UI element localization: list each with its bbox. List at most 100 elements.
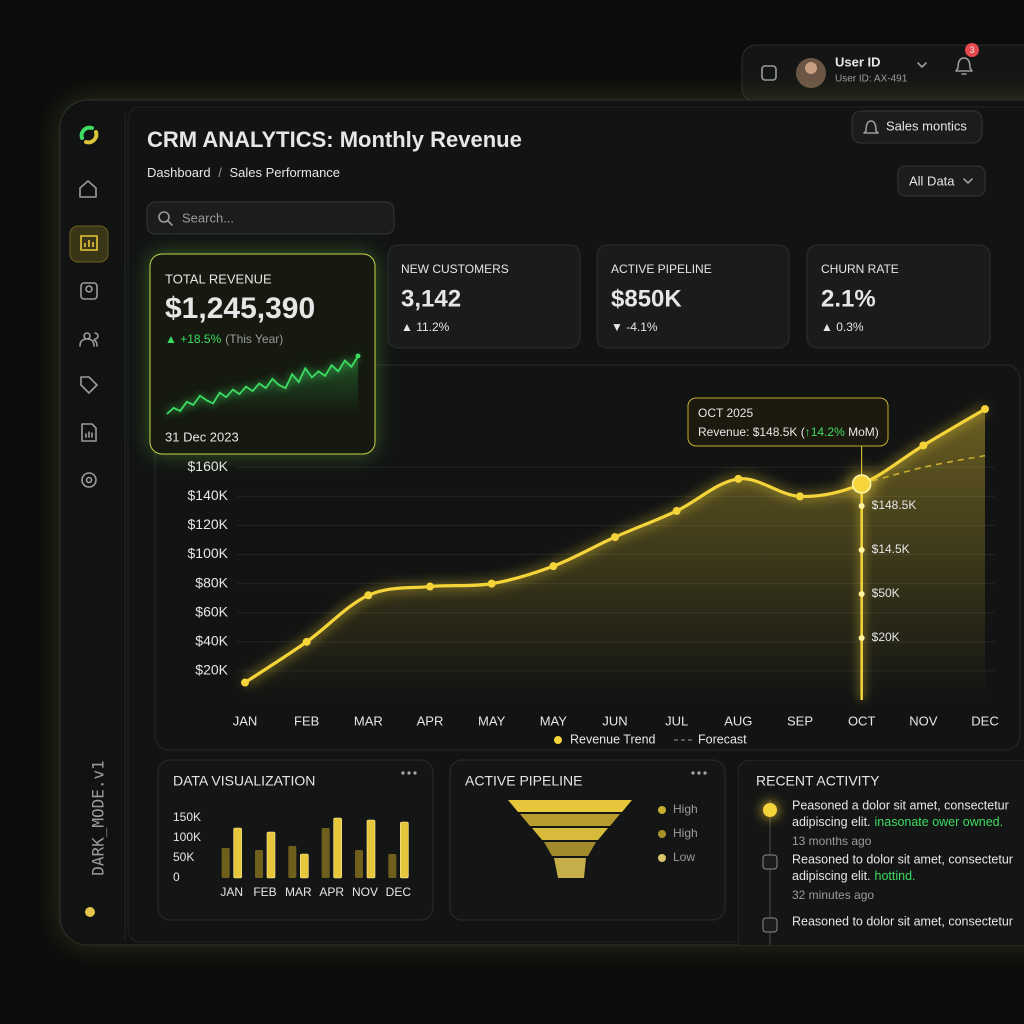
- activity-highlight[interactable]: inasonate ower owned.: [875, 815, 1004, 829]
- kpi-change: ▲ 11.2%: [401, 320, 450, 334]
- x-tick-label: JUL: [665, 713, 688, 728]
- menu-dot: [407, 771, 411, 775]
- tooltip-change: ↑14.2%: [805, 425, 845, 439]
- y-tick-label: $160K: [188, 458, 229, 474]
- x-tick-label: JAN: [220, 885, 243, 899]
- kpi-note: (This Year): [225, 332, 283, 346]
- bar: [255, 850, 263, 878]
- nav-users[interactable]: [79, 332, 99, 347]
- activity-highlight[interactable]: hottind.: [875, 869, 916, 883]
- panel-title: ACTIVE PIPELINE: [465, 773, 582, 789]
- theme-toggle[interactable]: [85, 907, 95, 917]
- revenue-chart: $20K $40K $60K $80K $100K $120K $140K $160K JAN F…: [188, 405, 999, 746]
- y-tick-label: $40K: [195, 633, 228, 649]
- legend-label: High: [673, 802, 698, 816]
- breadcrumb-item[interactable]: Dashboard: [147, 165, 211, 180]
- timeline-icon: [762, 854, 778, 870]
- x-tick-label: JAN: [233, 713, 258, 728]
- panel-menu[interactable]: [401, 771, 417, 775]
- notification-count: 3: [969, 45, 974, 55]
- activity-text: adipiscing elit. hottind.: [792, 869, 916, 883]
- annotation-label: $50K: [872, 586, 900, 600]
- kpi-date: 31 Dec 2023: [165, 429, 239, 444]
- kpi-value: 3,142: [401, 285, 461, 312]
- filter-label: All Data: [909, 173, 955, 188]
- annotation-dot: [858, 635, 865, 641]
- legend-label: Revenue Trend: [570, 732, 656, 746]
- x-tick-label: MAY: [478, 713, 506, 728]
- activity-time: 32 minutes ago: [792, 888, 874, 902]
- bar: [300, 853, 309, 879]
- legend-dot: [658, 830, 666, 838]
- kpi-value: $1,245,390: [165, 292, 315, 325]
- bar: [321, 828, 330, 878]
- x-tick-label: JUN: [602, 713, 627, 728]
- tooltip-suffix: MoM): [845, 425, 879, 439]
- highlight-point: [851, 474, 872, 494]
- nav-contacts[interactable]: [80, 282, 98, 300]
- breadcrumb-item: Sales Performance: [229, 165, 340, 180]
- kpi-value: $850K: [611, 285, 682, 312]
- annotation-label: $20K: [872, 630, 900, 644]
- bar: [366, 819, 376, 879]
- x-tick-label: OCT: [848, 713, 876, 728]
- tooltip-box: [687, 397, 889, 447]
- sparkline-line: [166, 355, 359, 415]
- data-point: [796, 492, 804, 501]
- data-point: [672, 506, 681, 515]
- kpi-card-box[interactable]: [387, 244, 581, 349]
- data-point: [549, 562, 558, 571]
- x-tick-label: NOV: [352, 885, 378, 899]
- data-point: [487, 579, 496, 588]
- y-tick-label: $60K: [195, 603, 228, 619]
- nav-contacts-head: [85, 285, 93, 293]
- y-tick-label: 0: [173, 870, 180, 884]
- kpi-card-box[interactable]: [596, 244, 790, 349]
- filter-dropdown[interactable]: [897, 165, 986, 197]
- annotation-dot: [858, 591, 865, 597]
- data-point: [611, 533, 619, 542]
- top-bar: User ID User ID: AX-491 3: [741, 43, 1024, 103]
- forecast-line: [861, 454, 986, 485]
- timeline-icon: [762, 917, 778, 933]
- nav-settings[interactable]: [81, 472, 97, 488]
- nav-analytics[interactable]: [80, 235, 98, 251]
- tooltip-text: Revenue: $148.5K (↑14.2% MoM): [698, 425, 879, 439]
- chart-tooltip: OCT 2025 Revenue: $148.5K (↑14.2% MoM): [687, 397, 889, 447]
- data-point: [426, 582, 434, 591]
- kpi-change: ▲ +18.5%: [165, 332, 222, 346]
- x-tick-label: FEB: [253, 885, 276, 899]
- notification-bell[interactable]: [955, 57, 973, 75]
- y-tick-label: $140K: [188, 487, 229, 503]
- annotation-dot: [858, 503, 865, 509]
- annotation-label: $148.5K: [872, 498, 917, 512]
- activity-time: 13 months ago: [792, 834, 872, 848]
- tooltip-value: Revenue: $148.5K (: [698, 425, 805, 439]
- panel-menu[interactable]: [691, 771, 707, 775]
- kpi-card: CHURN RATE 2.1% ▲ 0.3%: [806, 244, 991, 349]
- kpi-card: NEW CUSTOMERS 3,142 ▲ 11.2%: [387, 244, 581, 349]
- activity-text: adipiscing elit.: [792, 869, 871, 883]
- x-tick-label: MAY: [540, 713, 568, 728]
- kpi-card-box[interactable]: [806, 244, 991, 349]
- bar-panel: [157, 759, 434, 921]
- legend-swatch: [554, 736, 562, 744]
- bar: [388, 854, 397, 878]
- x-tick-label: APR: [417, 713, 444, 728]
- nav-settings-center: [85, 476, 93, 484]
- nav-home[interactable]: [79, 180, 97, 198]
- nav-reports[interactable]: [81, 423, 97, 442]
- menu-dot: [697, 771, 701, 775]
- kpi-label: ACTIVE PIPELINE: [611, 262, 712, 276]
- alert-button-label: Sales montics: [886, 118, 967, 133]
- user-menu-chevron[interactable]: [917, 62, 927, 68]
- kpi-change: ▲ 0.3%: [821, 320, 864, 334]
- nav-tags[interactable]: [80, 376, 98, 394]
- alert-button[interactable]: [851, 110, 983, 144]
- funnel-stage: [508, 800, 632, 812]
- y-tick-label: $100K: [188, 545, 229, 561]
- search-box[interactable]: [146, 201, 395, 235]
- wallet-icon[interactable]: [761, 65, 777, 81]
